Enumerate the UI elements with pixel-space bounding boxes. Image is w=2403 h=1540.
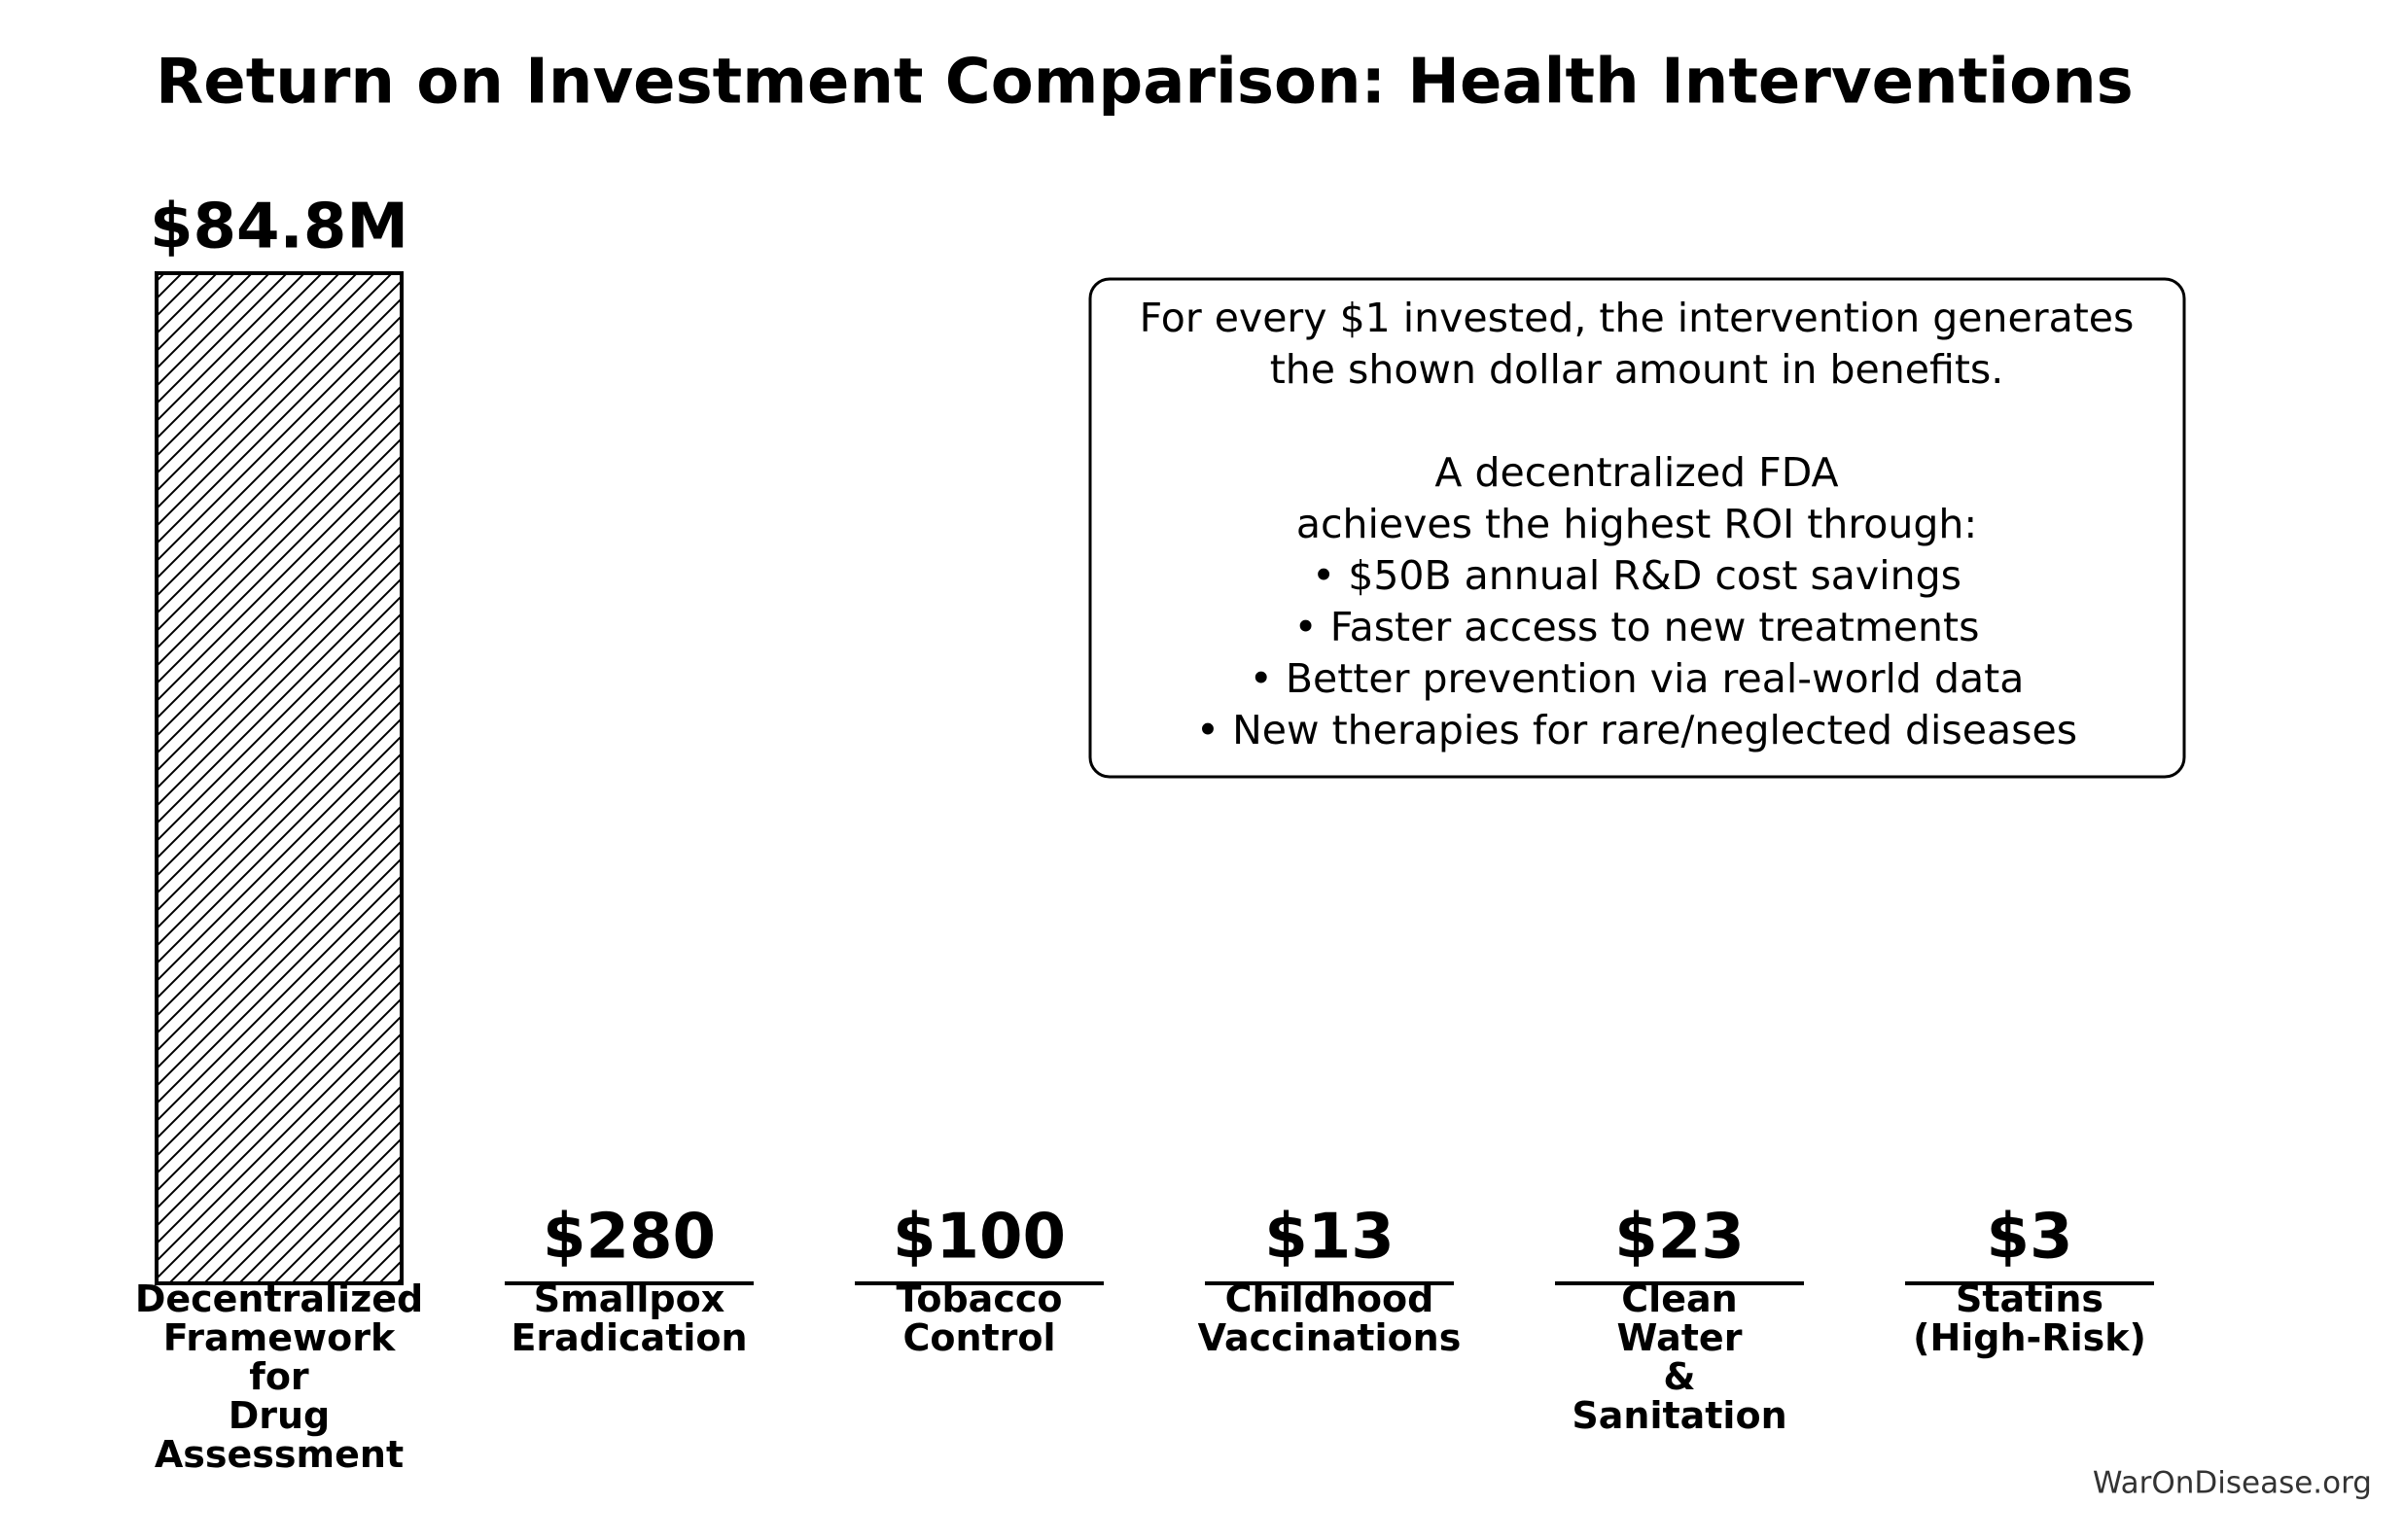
x-tick-label: Statins (High-Risk) xyxy=(1913,1278,2146,1359)
x-tick-label: Decentralized Framework for Drug Assessment xyxy=(135,1278,423,1476)
x-tick-label: Smallpox Eradication xyxy=(511,1278,747,1359)
value-label: $23 xyxy=(1614,1202,1745,1274)
value-label: $3 xyxy=(1986,1202,2072,1274)
annotation-box xyxy=(1088,277,2186,779)
value-label: $84.8M xyxy=(150,192,408,263)
value-label: $100 xyxy=(893,1202,1066,1274)
value-label: $280 xyxy=(543,1202,716,1274)
annotation: For every $1 invested, the intervention … xyxy=(1140,295,2135,753)
x-tick-label: Tobacco Control xyxy=(897,1278,1063,1359)
chart-title: Return on Investment Comparison: Health … xyxy=(156,47,2134,119)
watermark: WarOnDisease.org xyxy=(2093,1466,2372,1501)
bar-hatch xyxy=(157,272,402,1283)
x-tick-label: Childhood Vaccinations xyxy=(1198,1278,1462,1359)
x-tick-label: Clean Water & Sanitation xyxy=(1572,1278,1786,1437)
value-label: $13 xyxy=(1264,1202,1395,1274)
